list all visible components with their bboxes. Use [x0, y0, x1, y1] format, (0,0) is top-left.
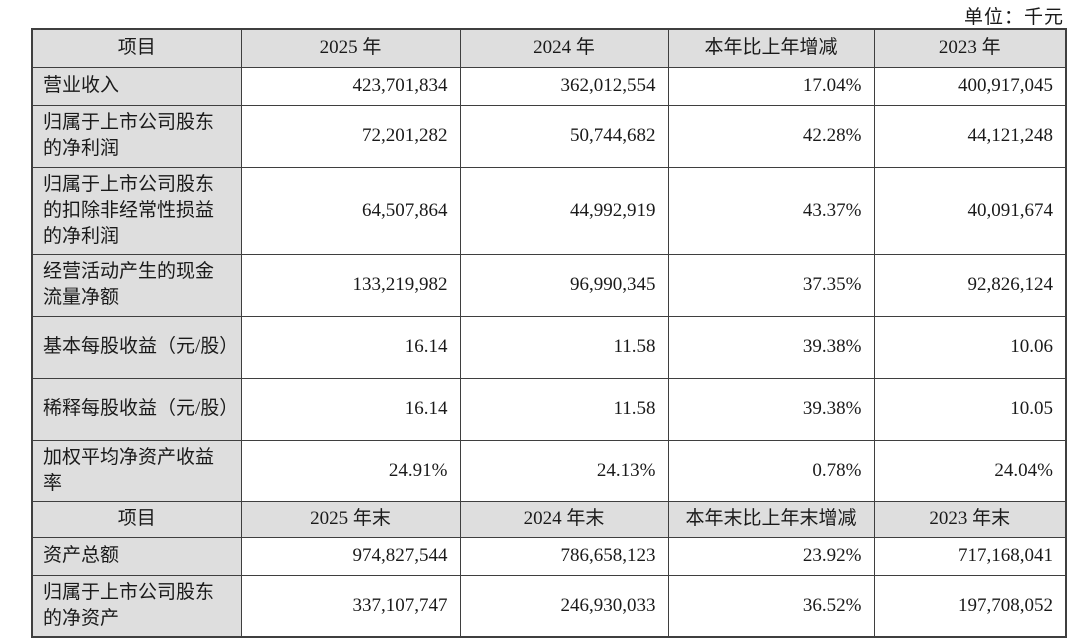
table-header-row: 项目 2025 年 2024 年本年比上年增减 2023 年 — [31, 28, 1067, 68]
table-row: 营业收入 423,701,834 362,012,554 17.04% 400,917,… — [31, 66, 1067, 106]
value-cell: 43.37% — [667, 166, 875, 255]
value-cell: 50,744,682 — [459, 104, 669, 168]
table-row: 经营活动产生的现金流量净额 133,219,982 96,990,345 37.35%… — [31, 253, 1067, 317]
value-cell: 40,091,674 — [873, 166, 1067, 255]
value-cell: 11.58 — [459, 315, 669, 379]
table-row: 基本每股收益（元/股） 16.14 11.58 39.38% 10.06 — [31, 315, 1067, 379]
table-row: 归属于上市公司股东的扣除非经常性损益的净利润 64,507,864 44,992,9… — [31, 166, 1067, 255]
value-cell: 974,827,544 — [240, 536, 461, 576]
column-header-cell: 2024 年 — [459, 28, 669, 68]
column-header-cell: 项目 — [31, 500, 242, 538]
column-header-cell: 2023 年 — [873, 28, 1067, 68]
value-cell: 423,701,834 — [240, 66, 461, 106]
value-cell: 16.14 — [240, 315, 461, 379]
value-cell: 786,658,123 — [459, 536, 669, 576]
financial-summary-table: 项目 2025 年 2024 年本年比上年增减 2023 年营业收入 423,701,8… — [31, 28, 1067, 638]
column-header-cell: 本年比上年增减 — [667, 28, 875, 68]
row-label-cell: 归属于上市公司股东的扣除非经常性损益的净利润 — [31, 166, 242, 255]
row-label-cell: 稀释每股收益（元/股） — [31, 377, 242, 441]
value-cell: 10.05 — [873, 377, 1067, 441]
value-cell: 36.52% — [667, 574, 875, 638]
value-cell: 39.38% — [667, 315, 875, 379]
table-row: 资产总额 974,827,544 786,658,123 23.92% 717,168,… — [31, 536, 1067, 576]
value-cell: 42.28% — [667, 104, 875, 168]
table-row: 加权平均净资产收益率 24.91% 24.13% 0.78% 24.04% — [31, 439, 1067, 502]
row-label-cell: 营业收入 — [31, 66, 242, 106]
unit-label: 单位：千元 — [963, 7, 1064, 28]
value-cell: 39.38% — [667, 377, 875, 441]
row-label-cell: 资产总额 — [31, 536, 242, 576]
table-row: 归属于上市公司股东的净利润 72,201,282 50,744,682 42.28% 4… — [31, 104, 1067, 168]
row-label-cell: 加权平均净资产收益率 — [31, 439, 242, 502]
value-cell: 197,708,052 — [873, 574, 1067, 638]
table-row: 稀释每股收益（元/股） 16.14 11.58 39.38% 10.05 — [31, 377, 1067, 441]
column-header-cell: 项目 — [31, 28, 242, 68]
value-cell: 37.35% — [667, 253, 875, 317]
value-cell: 24.04% — [873, 439, 1067, 502]
value-cell: 337,107,747 — [240, 574, 461, 638]
value-cell: 92,826,124 — [873, 253, 1067, 317]
value-cell: 24.13% — [459, 439, 669, 502]
value-cell: 400,917,045 — [873, 66, 1067, 106]
row-label-cell: 基本每股收益（元/股） — [31, 315, 242, 379]
column-header-cell: 2025 年 — [240, 28, 461, 68]
table-row: 归属于上市公司股东的净资产 337,107,747 246,930,033 36.52… — [31, 574, 1067, 638]
value-cell: 16.14 — [240, 377, 461, 441]
value-cell: 44,992,919 — [459, 166, 669, 255]
value-cell: 0.78% — [667, 439, 875, 502]
column-header-cell: 2025 年末 — [240, 500, 461, 538]
value-cell: 133,219,982 — [240, 253, 461, 317]
row-label-cell: 归属于上市公司股东的净利润 — [31, 104, 242, 168]
table-header-row: 项目 2025 年末 2024 年末 本年末比上年末增减 2023 年末 — [31, 500, 1067, 538]
value-cell: 362,012,554 — [459, 66, 669, 106]
value-cell: 96,990,345 — [459, 253, 669, 317]
value-cell: 246,930,033 — [459, 574, 669, 638]
value-cell: 64,507,864 — [240, 166, 461, 255]
value-cell: 11.58 — [459, 377, 669, 441]
column-header-cell: 2023 年末 — [873, 500, 1067, 538]
value-cell: 717,168,041 — [873, 536, 1067, 576]
value-cell: 23.92% — [667, 536, 875, 576]
value-cell: 72,201,282 — [240, 104, 461, 168]
column-header-cell: 本年末比上年末增减 — [667, 500, 875, 538]
value-cell: 24.91% — [240, 439, 461, 502]
column-header-cell: 2024 年末 — [459, 500, 669, 538]
value-cell: 10.06 — [873, 315, 1067, 379]
value-cell: 17.04% — [667, 66, 875, 106]
row-label-cell: 经营活动产生的现金流量净额 — [31, 253, 242, 317]
financial-summary-table-body: 项目 2025 年 2024 年本年比上年增减 2023 年营业收入 423,701,8… — [31, 28, 1067, 638]
row-label-cell: 归属于上市公司股东的净资产 — [31, 574, 242, 638]
value-cell: 44,121,248 — [873, 104, 1067, 168]
